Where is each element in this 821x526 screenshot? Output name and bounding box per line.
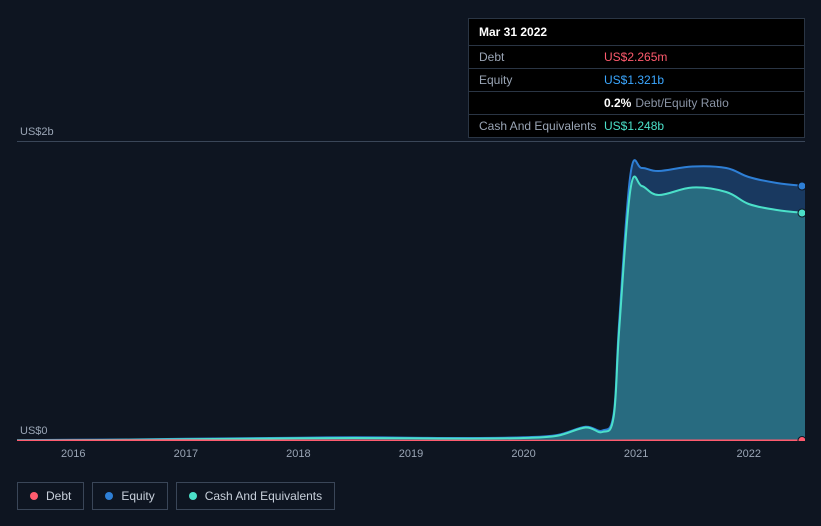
tooltip-date: Mar 31 2022 [469, 19, 804, 45]
x-tick: 2018 [286, 448, 310, 460]
tooltip-label [479, 96, 604, 110]
tooltip-value: US$1.248b [604, 119, 794, 133]
tooltip-value: US$1.321b [604, 73, 794, 87]
legend-item-cash[interactable]: Cash And Equivalents [176, 482, 335, 510]
x-tick: 2016 [61, 448, 85, 460]
tooltip-label: Equity [479, 73, 604, 87]
legend-label: Cash And Equivalents [205, 489, 322, 503]
legend-item-equity[interactable]: Equity [92, 482, 167, 510]
x-tick: 2017 [174, 448, 198, 460]
legend: Debt Equity Cash And Equivalents [17, 482, 335, 510]
tooltip-label: Cash And Equivalents [479, 119, 604, 133]
ratio-label: Debt/Equity Ratio [635, 96, 728, 110]
tooltip-value: US$2.265m [604, 50, 794, 64]
tooltip-row-cash: Cash And Equivalents US$1.248b [469, 114, 804, 137]
tooltip-label: Debt [479, 50, 604, 64]
tooltip-row-debt: Debt US$2.265m [469, 45, 804, 68]
tooltip-row-ratio: 0.2% Debt/Equity Ratio [469, 91, 804, 114]
legend-label: Debt [46, 489, 71, 503]
circle-icon [30, 492, 38, 500]
x-tick: 2019 [399, 448, 423, 460]
x-tick: 2022 [736, 448, 760, 460]
chart-svg [17, 141, 805, 441]
x-axis: 2016 2017 2018 2019 2020 2021 2022 [17, 448, 805, 464]
x-tick: 2021 [624, 448, 648, 460]
y-tick-top: US$2b [20, 126, 54, 138]
x-tick: 2020 [511, 448, 535, 460]
tooltip-row-equity: Equity US$1.321b [469, 68, 804, 91]
legend-item-debt[interactable]: Debt [17, 482, 84, 510]
circle-icon [105, 492, 113, 500]
chart-tooltip: Mar 31 2022 Debt US$2.265m Equity US$1.3… [468, 18, 805, 138]
circle-icon [189, 492, 197, 500]
tooltip-value: 0.2% Debt/Equity Ratio [604, 96, 794, 110]
legend-label: Equity [121, 489, 154, 503]
ratio-value: 0.2% [604, 96, 631, 110]
chart-area[interactable] [17, 141, 805, 441]
